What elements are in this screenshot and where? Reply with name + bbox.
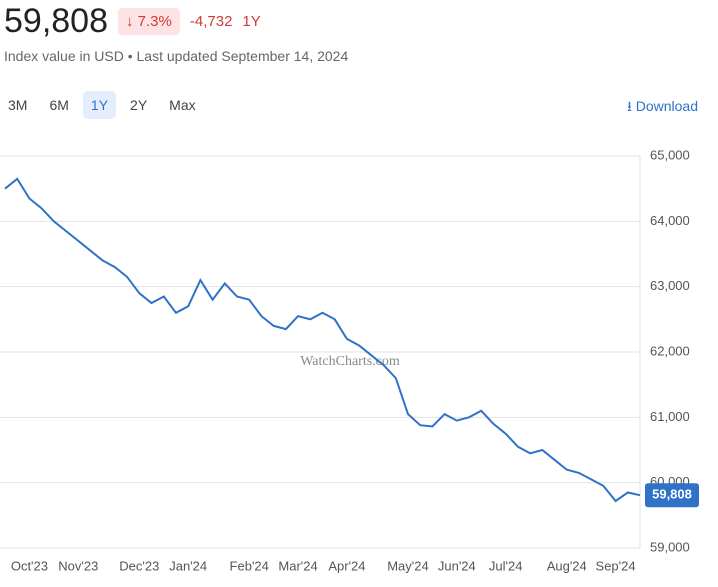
range-tab[interactable]: Max <box>169 97 196 113</box>
last-value-label: 59,808 <box>652 487 692 502</box>
x-tick-label: Feb'24 <box>230 558 269 573</box>
range-tab[interactable]: 2Y <box>130 97 148 113</box>
x-tick-label: Sep'24 <box>596 558 636 573</box>
y-tick-label: 65,000 <box>650 147 690 162</box>
x-tick-label: Jan'24 <box>169 558 207 573</box>
download[interactable]: ⭳ Download <box>626 98 698 114</box>
last-value-badge <box>645 483 699 508</box>
y-tick-label: 64,000 <box>650 213 690 228</box>
x-tick-label: Oct'23 <box>11 558 48 573</box>
change-pct: ↓ 7.3% <box>118 8 180 35</box>
y-tick-label: 59,000 <box>650 539 690 554</box>
y-tick-label: 63,000 <box>650 278 690 293</box>
download-text[interactable]: Download <box>635 98 698 114</box>
x-tick-label: Aug'24 <box>547 558 587 573</box>
y-tick-label: 61,000 <box>650 409 690 424</box>
range-tab[interactable]: 1Y <box>82 91 117 119</box>
header: 59,808 ↓ 7.3% -4,732 1Y <box>4 2 261 41</box>
change-abs: -4,732 <box>189 13 233 30</box>
x-tick-label: May'24 <box>387 558 429 573</box>
y-tick-label: 62,000 <box>650 343 690 358</box>
subtitle: Index value in USD • Last updated Septem… <box>4 48 349 64</box>
current-value: 59,808 <box>4 2 108 40</box>
x-tick-label: Mar'24 <box>278 558 317 573</box>
line <box>4 177 641 503</box>
range-tab[interactable]: 3M <box>8 97 28 113</box>
change-period: 1Y <box>242 13 261 30</box>
x-tick-label: Dec'23 <box>119 558 159 573</box>
x-tick-label: Jun'24 <box>438 558 476 573</box>
change-pct-text: 7.3% <box>137 13 172 30</box>
range-tab[interactable]: 6M <box>49 97 69 113</box>
range-tabs: 3M 6M 1Y 2Y Max <box>0 91 204 119</box>
x-tick-label: Apr'24 <box>328 558 365 573</box>
x-tick-label: Jul'24 <box>489 558 523 573</box>
x-tick-label: Nov'23 <box>58 558 98 573</box>
